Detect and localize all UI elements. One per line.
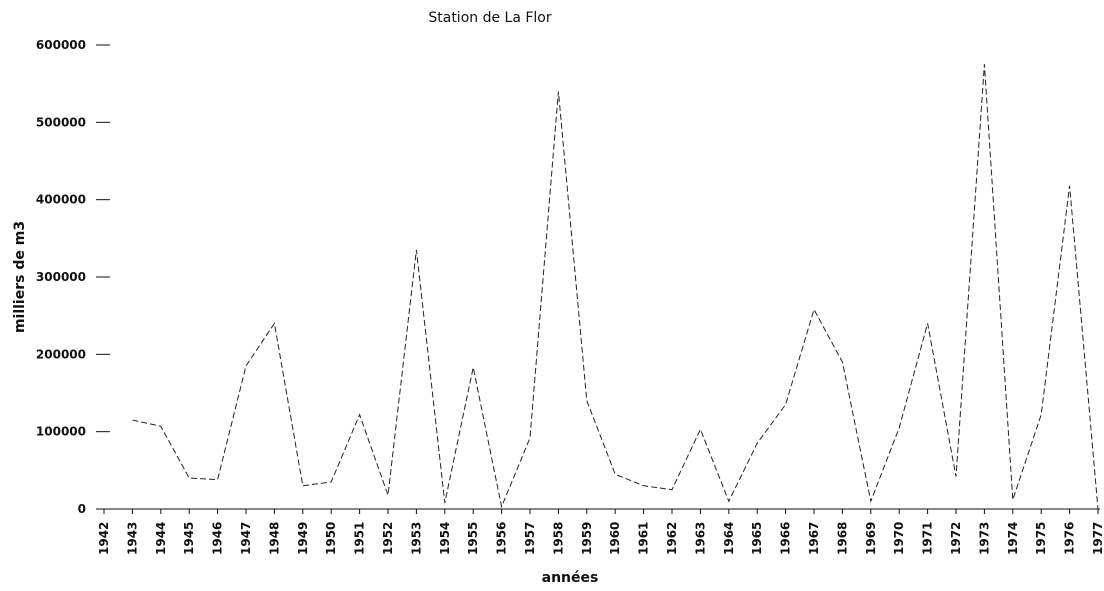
y-axis-label: milliers de m3 (12, 221, 28, 333)
x-tick-label: 1945 (182, 522, 196, 555)
x-tick-label: 1967 (807, 522, 821, 555)
x-tick-label: 1960 (608, 522, 622, 555)
x-axis-label: années (542, 570, 599, 586)
x-tick-label: 1946 (211, 522, 225, 555)
x-tick-label: 1949 (296, 522, 310, 555)
x-tick-label: 1977 (1091, 522, 1104, 555)
y-tick-label: 400000 (36, 193, 86, 207)
x-tick-label: 1974 (1006, 522, 1020, 555)
x-tick-label: 1972 (949, 522, 963, 555)
x-tick-label: 1957 (523, 522, 537, 555)
x-tick-label: 1953 (409, 522, 423, 555)
x-tick-label: 1961 (637, 522, 651, 555)
x-tick-label: 1942 (97, 522, 111, 555)
x-tick-label: 1943 (125, 522, 139, 555)
x-tick-label: 1966 (779, 522, 793, 555)
y-tick-label: 600000 (36, 38, 86, 52)
x-tick-label: 1954 (438, 522, 452, 555)
chart-title: Station de La Flor (428, 10, 552, 26)
x-tick-label: 1952 (381, 522, 395, 555)
x-tick-label: 1973 (977, 522, 991, 555)
x-tick-label: 1959 (580, 522, 594, 555)
y-tick-label: 0 (78, 502, 86, 516)
x-tick-label: 1975 (1034, 522, 1048, 555)
x-tick-label: 1969 (864, 522, 878, 555)
x-tick-label: 1968 (835, 522, 849, 555)
x-tick-label: 1965 (750, 522, 764, 555)
x-tick-label: 1947 (239, 522, 253, 555)
x-tick-label: 1963 (693, 522, 707, 555)
x-tick-label: 1956 (495, 522, 509, 555)
x-tick-label: 1970 (892, 522, 906, 555)
x-tick-label: 1964 (722, 522, 736, 555)
x-tick-label: 1976 (1063, 522, 1077, 555)
x-tick-label: 1948 (267, 522, 281, 555)
y-tick-label: 200000 (36, 347, 86, 361)
y-tick-label: 500000 (36, 115, 86, 129)
x-tick-label: 1958 (551, 522, 565, 555)
x-tick-label: 1971 (921, 522, 935, 555)
x-tick-label: 1950 (324, 522, 338, 555)
x-tick-label: 1962 (665, 522, 679, 555)
x-tick-label: 1951 (353, 522, 367, 555)
y-tick-label: 100000 (36, 425, 86, 439)
x-tick-label: 1955 (466, 522, 480, 555)
y-tick-label: 300000 (36, 270, 86, 284)
x-tick-label: 1944 (154, 522, 168, 555)
data-line (132, 64, 1099, 510)
